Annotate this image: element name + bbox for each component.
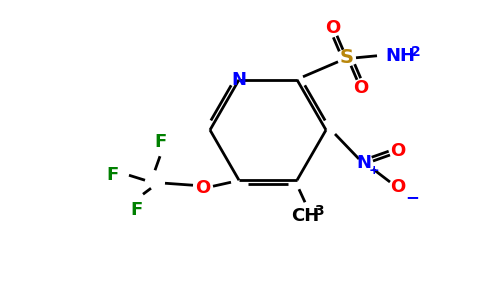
Text: O: O [325, 19, 341, 37]
Text: O: O [391, 178, 406, 196]
Text: 2: 2 [411, 45, 421, 59]
Text: O: O [353, 79, 369, 97]
Text: NH: NH [385, 47, 415, 65]
Text: O: O [391, 142, 406, 160]
Text: +: + [369, 164, 379, 176]
Text: CH: CH [291, 207, 319, 225]
Text: F: F [107, 166, 119, 184]
Text: O: O [196, 179, 211, 197]
Text: N: N [231, 71, 246, 89]
Text: N: N [357, 154, 372, 172]
Text: S: S [340, 48, 354, 67]
Text: −: − [405, 188, 419, 206]
Text: 3: 3 [314, 204, 324, 218]
Text: F: F [154, 133, 166, 151]
Text: F: F [131, 201, 143, 219]
